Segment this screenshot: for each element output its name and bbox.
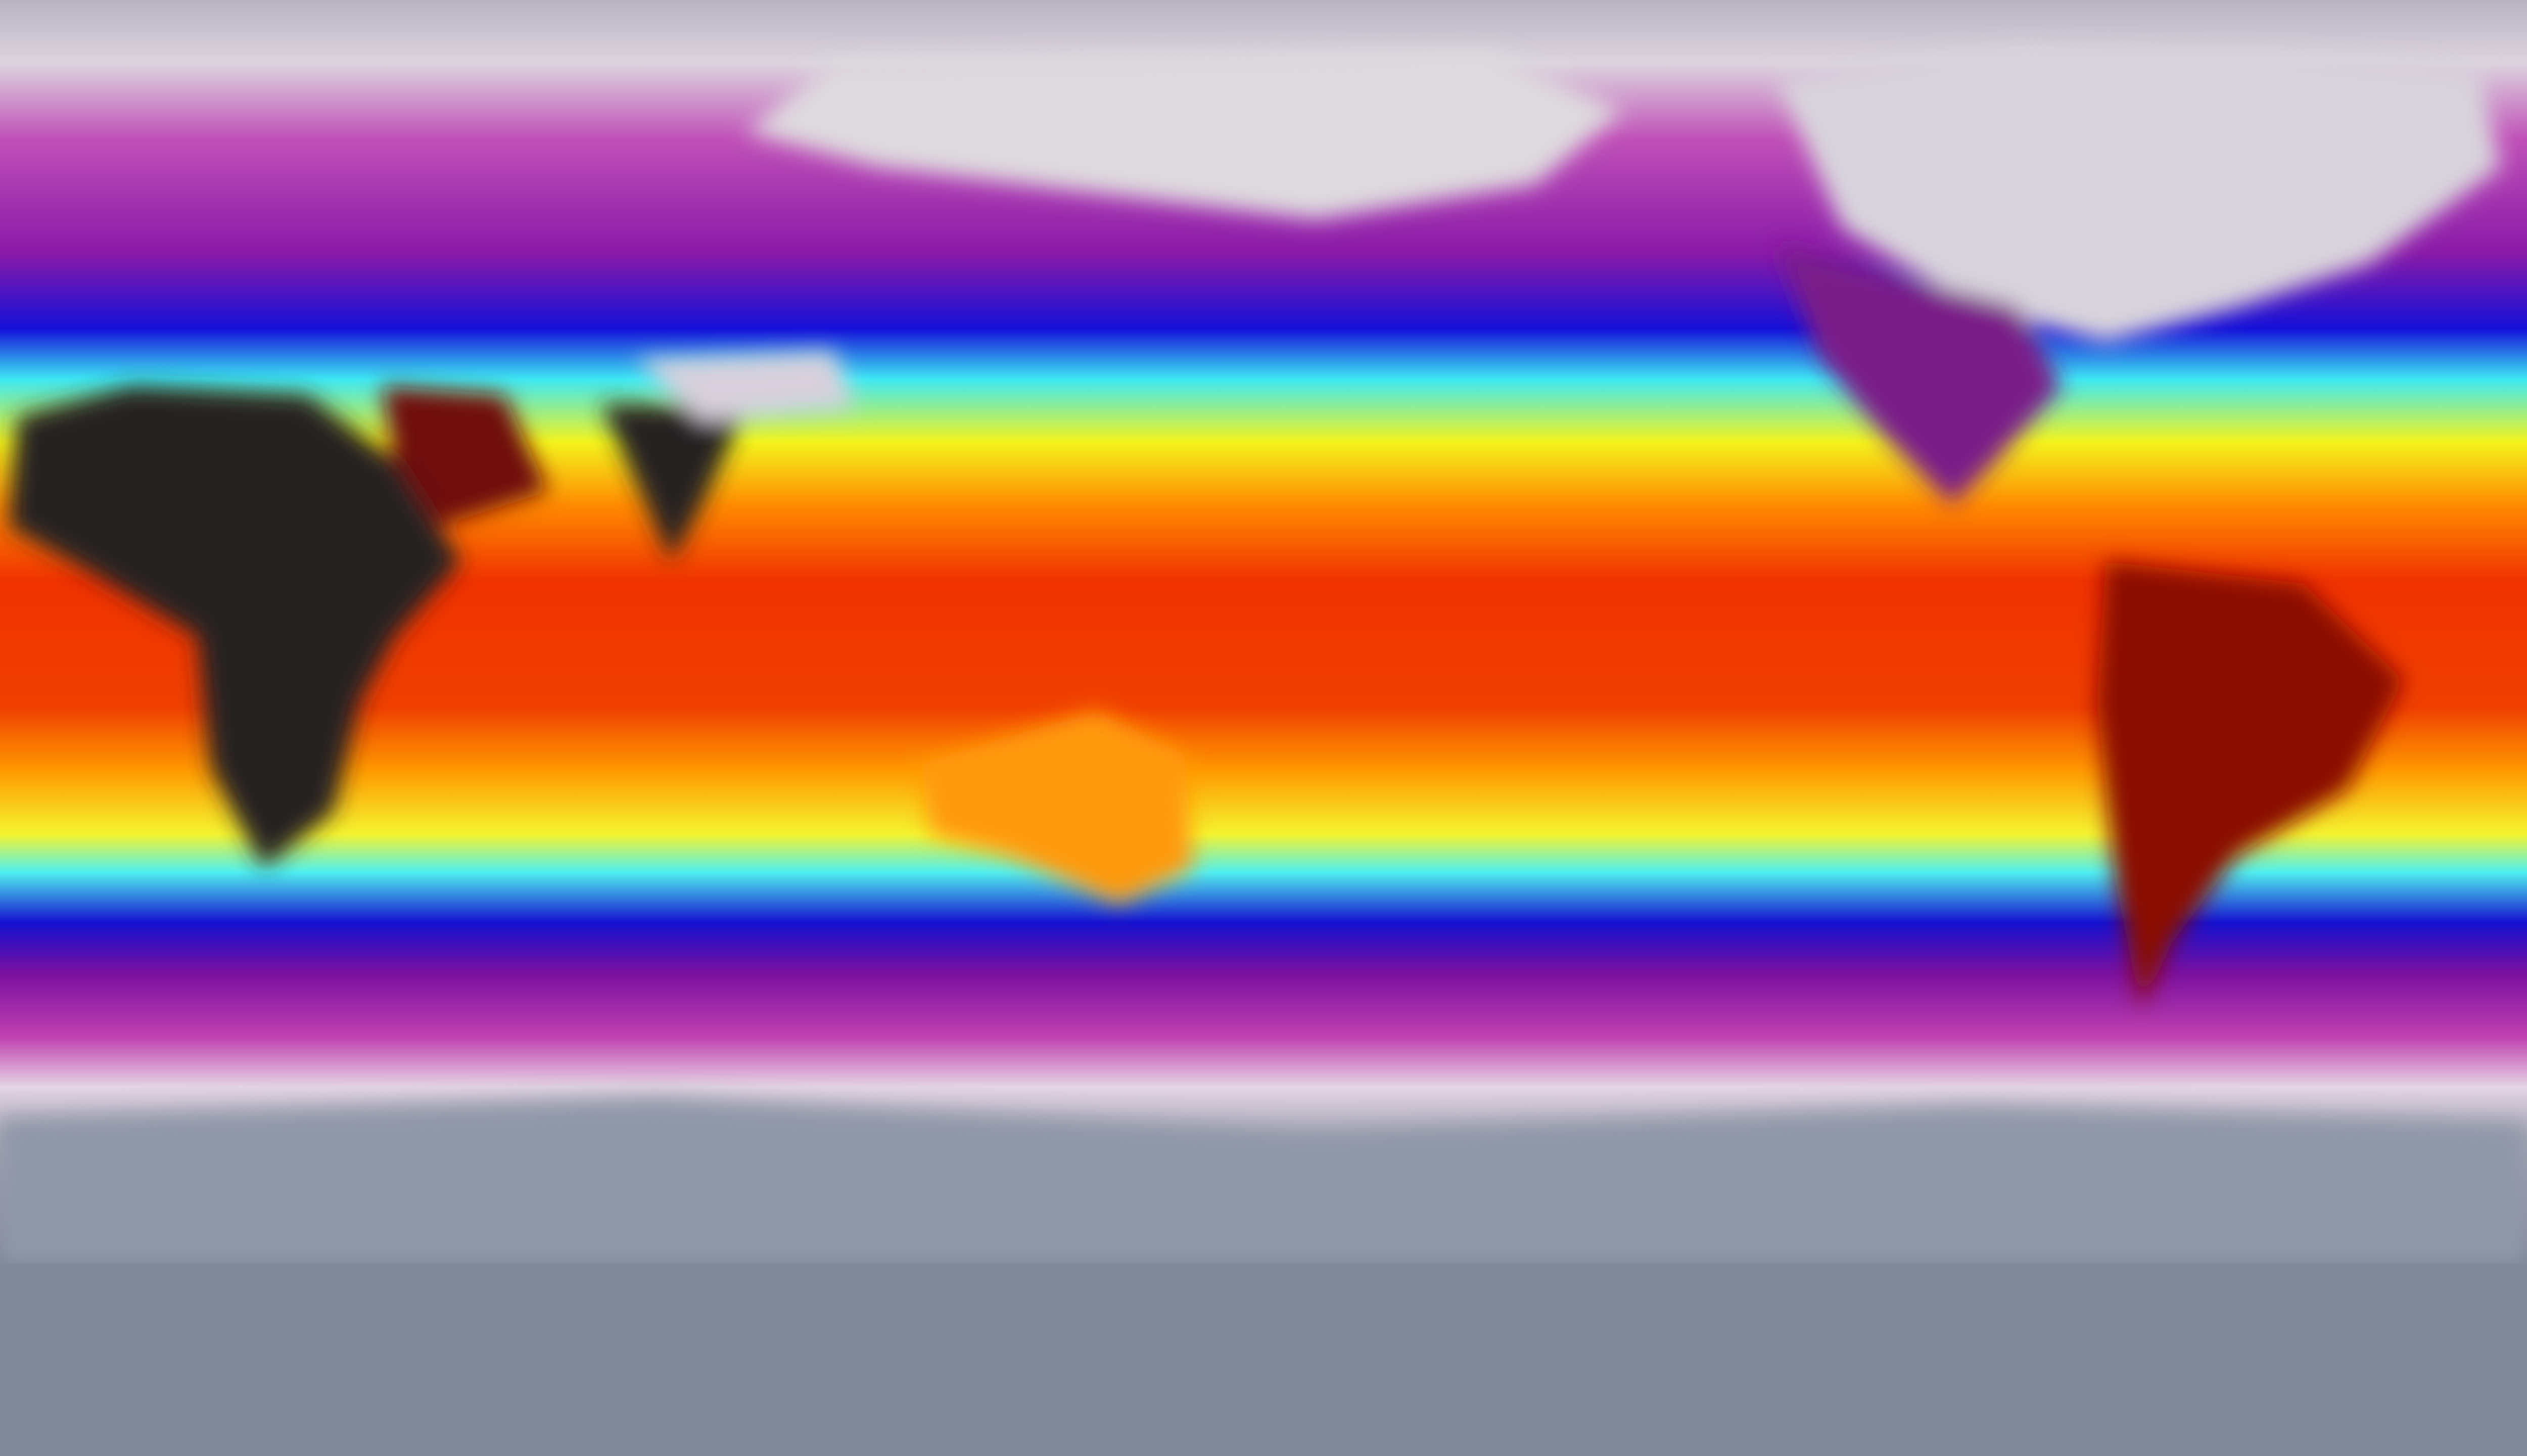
africa (9, 386, 461, 869)
india (601, 403, 746, 562)
global-temperature-map (0, 0, 2527, 1264)
antarctica (0, 1097, 2527, 1264)
greenland (1776, 48, 2501, 343)
south-america (2097, 561, 2404, 1009)
siberia-cold (745, 53, 1623, 220)
australia (921, 711, 1194, 904)
north-america (1776, 246, 2062, 505)
arabia (382, 386, 549, 527)
tibet (636, 351, 856, 421)
